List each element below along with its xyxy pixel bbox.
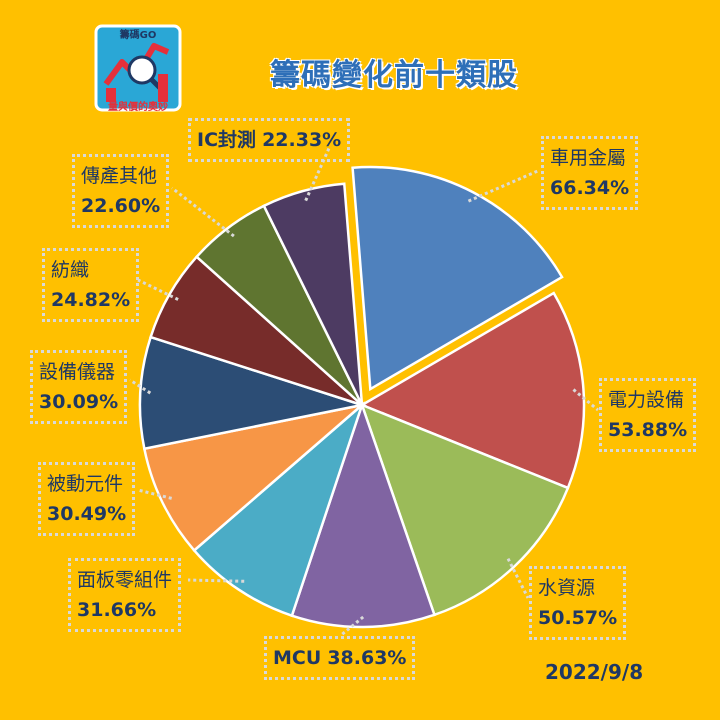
data-label-7: 紡織 24.82% bbox=[42, 248, 140, 322]
leader-line-2 bbox=[506, 557, 530, 599]
leader-line-6 bbox=[129, 378, 152, 395]
leader-line-0 bbox=[467, 168, 541, 203]
pie-slice-4 bbox=[192, 401, 365, 618]
leader-line-3 bbox=[339, 615, 365, 638]
data-label-5: 被動元件 30.49% bbox=[38, 462, 136, 536]
chart-date: 2022/9/8 bbox=[545, 660, 644, 684]
data-label-3: MCU 38.63% bbox=[264, 636, 416, 680]
leader-line-9 bbox=[304, 145, 332, 202]
svg-text:籌碼GO: 籌碼GO bbox=[120, 28, 157, 41]
leader-line-4 bbox=[187, 578, 245, 583]
pie-slice-1 bbox=[359, 291, 586, 490]
chart-title: 籌碼變化前十類股 bbox=[270, 58, 518, 93]
site-logo: 籌碼GO 量與價的奧妙 bbox=[94, 24, 182, 113]
leader-line-7 bbox=[137, 278, 179, 301]
data-label-9: IC封測 22.33% bbox=[188, 118, 351, 162]
data-label-6: 設備儀器 30.09% bbox=[30, 350, 128, 424]
svg-text:量與價的奧妙: 量與價的奧妙 bbox=[108, 100, 168, 113]
pie-slice-2 bbox=[359, 402, 570, 617]
pie-slice-0 bbox=[351, 165, 564, 392]
data-label-8: 傳產其他 22.60% bbox=[72, 154, 170, 228]
pie-slice-9 bbox=[262, 182, 364, 406]
data-label-0: 車用金屬 66.34% bbox=[541, 136, 639, 210]
leader-line-1 bbox=[572, 388, 599, 412]
data-label-1: 電力設備 53.88% bbox=[599, 378, 697, 452]
pie-slice-5 bbox=[142, 402, 367, 553]
data-label-4: 面板零組件 31.66% bbox=[68, 558, 182, 632]
leader-line-8 bbox=[171, 186, 235, 238]
data-label-2: 水資源 50.57% bbox=[529, 566, 627, 640]
pie-slice-3 bbox=[290, 401, 437, 629]
pie-slice-6 bbox=[138, 335, 367, 451]
